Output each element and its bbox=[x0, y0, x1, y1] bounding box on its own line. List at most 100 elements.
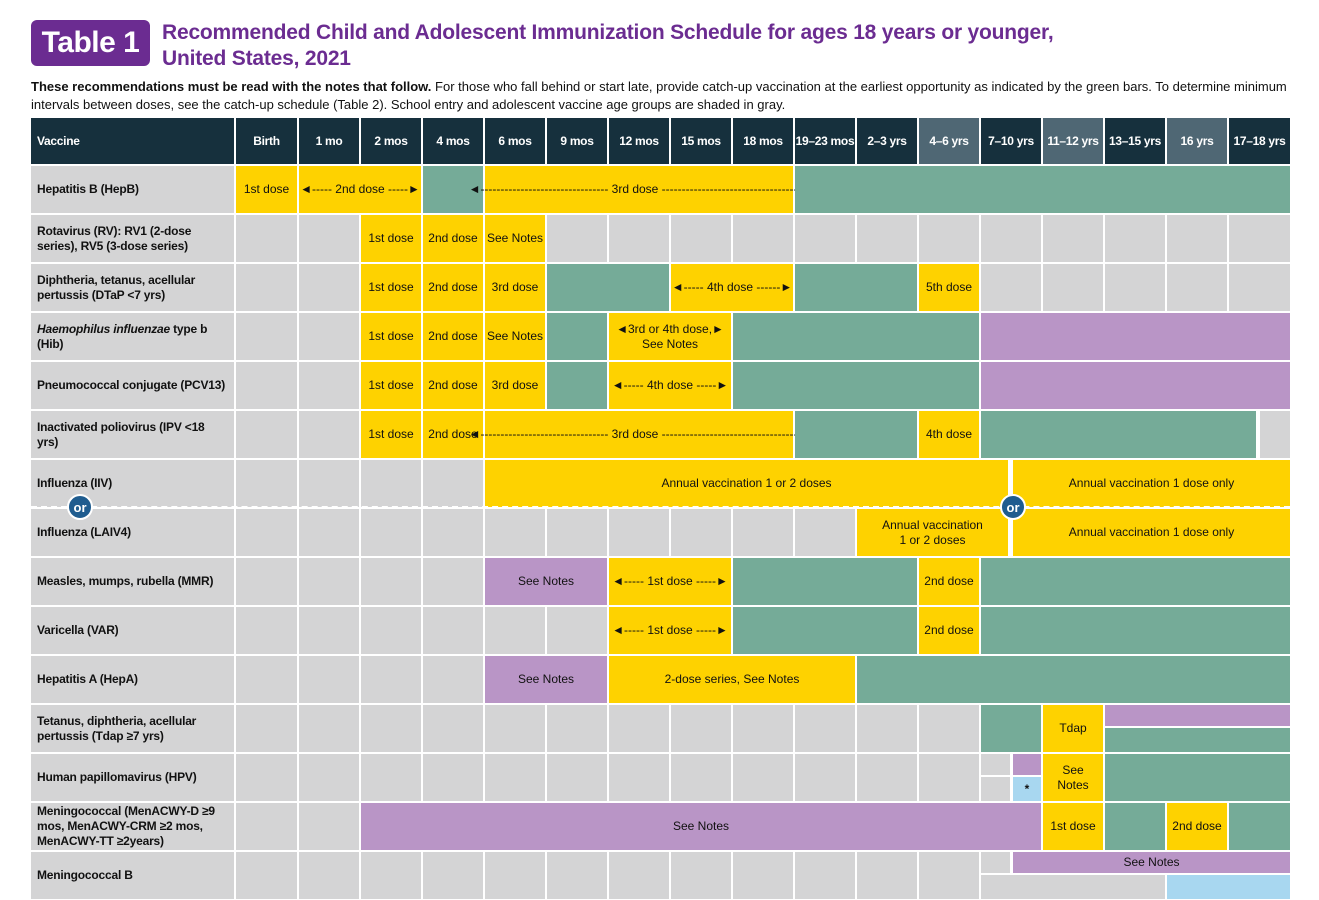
empty-cell bbox=[795, 852, 855, 899]
catchup-cell bbox=[733, 607, 917, 654]
catchup-cell bbox=[857, 656, 1290, 703]
empty-cell bbox=[671, 215, 731, 262]
empty-cell bbox=[361, 607, 421, 654]
dose-range-cell: Annual vaccination 1 dose only bbox=[1013, 509, 1290, 556]
dose-cell: 1st dose bbox=[361, 215, 421, 262]
empty-cell bbox=[299, 803, 359, 850]
catchup-cell bbox=[423, 166, 483, 213]
dose-cell: 1st dose bbox=[361, 264, 421, 311]
catchup-cell bbox=[547, 362, 607, 409]
vaccine-label: Tetanus, diphtheria, acellular pertussis… bbox=[31, 705, 234, 752]
empty-cell bbox=[299, 607, 359, 654]
column-header-age: 6 mos bbox=[485, 118, 545, 164]
catchup-cell bbox=[981, 558, 1290, 605]
catchup-cell bbox=[547, 313, 607, 360]
dose-cell: See Notes bbox=[485, 313, 545, 360]
dose-subtext: 1 or 2 doses bbox=[899, 532, 966, 547]
empty-cell bbox=[1105, 264, 1165, 311]
dose-range-cell: ◄-------------------------------- 3rd do… bbox=[469, 411, 809, 458]
dose-cell: 1st dose bbox=[361, 411, 421, 458]
dose-cell: 3rd dose bbox=[485, 264, 545, 311]
empty-cell bbox=[236, 705, 297, 752]
or-marker: or bbox=[1000, 494, 1026, 520]
empty-cell bbox=[299, 558, 359, 605]
empty-cell bbox=[671, 852, 731, 899]
table-badge: Table 1 bbox=[31, 20, 150, 66]
dose-text: Annual vaccination bbox=[882, 517, 983, 532]
empty-cell bbox=[361, 754, 421, 801]
empty-cell bbox=[795, 754, 855, 801]
column-header-age: 2 mos bbox=[361, 118, 421, 164]
empty-cell bbox=[733, 705, 793, 752]
intro-text: These recommendations must be read with … bbox=[31, 78, 1301, 114]
dose-cell: 3rd dose bbox=[485, 362, 545, 409]
catchup-cell bbox=[795, 166, 1290, 213]
shared-decision-cell: * bbox=[1013, 777, 1041, 801]
dose-subtext: Notes bbox=[1057, 777, 1089, 792]
empty-cell bbox=[981, 754, 1010, 775]
high-risk-cell: See Notes bbox=[361, 803, 1041, 850]
catchup-cell bbox=[733, 362, 979, 409]
vaccine-label: Diphtheria, tetanus, acellular pertussis… bbox=[31, 264, 234, 311]
dose-text: ◄3rd or 4th dose,► bbox=[616, 321, 724, 336]
empty-cell bbox=[236, 264, 297, 311]
empty-cell bbox=[299, 754, 359, 801]
catchup-cell bbox=[733, 313, 979, 360]
empty-cell bbox=[1043, 264, 1103, 311]
catchup-cell bbox=[1229, 803, 1290, 850]
dose-range-cell: ◄----- 4th dose -----► bbox=[609, 362, 731, 409]
empty-cell bbox=[1105, 215, 1165, 262]
vaccine-label: Influenza (LAIV4) bbox=[31, 509, 234, 556]
empty-cell bbox=[609, 852, 669, 899]
title-line-2: United States, 2021 bbox=[162, 47, 351, 70]
empty-cell bbox=[609, 754, 669, 801]
column-header-age: 18 mos bbox=[733, 118, 793, 164]
intro-bold: These recommendations must be read with … bbox=[31, 79, 432, 94]
empty-cell bbox=[547, 705, 607, 752]
title-line-1: Recommended Child and Adolescent Immuniz… bbox=[162, 21, 1054, 44]
empty-cell bbox=[236, 656, 297, 703]
dose-cell: 1st dose bbox=[236, 166, 297, 213]
column-header-age: 11–12 yrs bbox=[1043, 118, 1103, 164]
empty-cell bbox=[299, 509, 359, 556]
vaccine-label: Hepatitis A (HepA) bbox=[31, 656, 234, 703]
empty-cell bbox=[609, 509, 669, 556]
empty-cell bbox=[236, 411, 297, 458]
page-title: Recommended Child and Adolescent Immuniz… bbox=[162, 20, 1054, 72]
empty-cell bbox=[857, 754, 917, 801]
intro-rest: For those who fall behind or start late,… bbox=[31, 79, 1287, 112]
high-risk-cell: See Notes bbox=[1013, 852, 1290, 873]
column-header-age: 19–23 mos bbox=[795, 118, 855, 164]
empty-cell bbox=[1043, 215, 1103, 262]
empty-cell bbox=[547, 852, 607, 899]
catchup-cell bbox=[547, 264, 669, 311]
dose-text: See bbox=[1062, 762, 1084, 777]
empty-cell bbox=[547, 215, 607, 262]
empty-cell bbox=[236, 754, 297, 801]
column-header-age: 4–6 yrs bbox=[919, 118, 979, 164]
column-header-age: 12 mos bbox=[609, 118, 669, 164]
dose-cell: See Notes bbox=[1043, 754, 1103, 801]
dose-cell: 2nd dose bbox=[423, 264, 483, 311]
empty-cell bbox=[236, 803, 297, 850]
empty-cell bbox=[423, 460, 483, 507]
empty-cell bbox=[733, 852, 793, 899]
empty-cell bbox=[361, 852, 421, 899]
dose-cell: 2nd dose bbox=[423, 411, 483, 458]
empty-cell bbox=[299, 705, 359, 752]
dose-cell: 5th dose bbox=[919, 264, 979, 311]
dose-range-cell: ◄3rd or 4th dose,► See Notes bbox=[609, 313, 731, 360]
empty-cell bbox=[1260, 411, 1290, 458]
empty-cell bbox=[981, 875, 1041, 899]
vaccine-label: Measles, mumps, rubella (MMR) bbox=[31, 558, 234, 605]
empty-cell bbox=[299, 460, 359, 507]
catchup-cell bbox=[981, 705, 1041, 752]
catchup-cell bbox=[1105, 803, 1165, 850]
empty-cell bbox=[919, 705, 979, 752]
dose-cell: 2nd dose bbox=[423, 362, 483, 409]
dose-cell: 2nd dose bbox=[423, 313, 483, 360]
column-header-age: 9 mos bbox=[547, 118, 607, 164]
dose-range-cell: ◄----- 1st dose -----► bbox=[609, 558, 731, 605]
dose-cell: 2nd dose bbox=[919, 558, 979, 605]
